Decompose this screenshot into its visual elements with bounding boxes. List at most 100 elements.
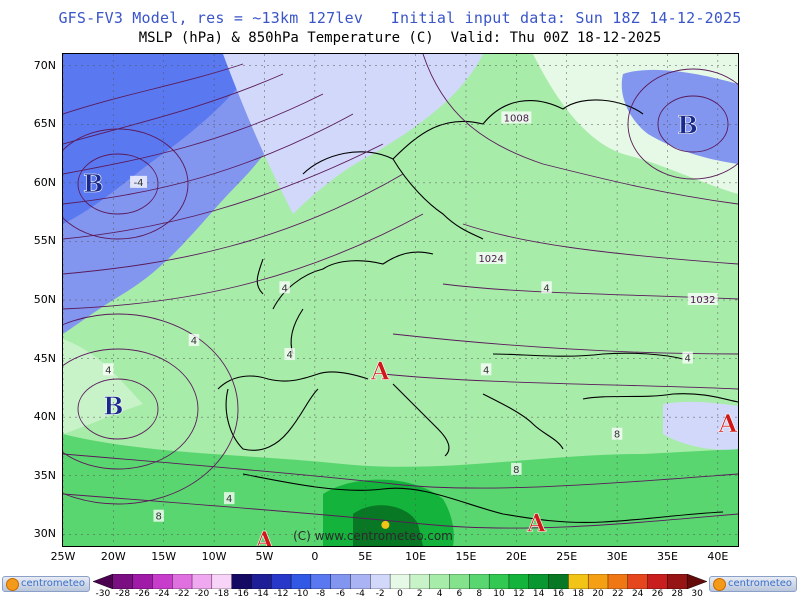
colorbar-swatch [370, 574, 391, 589]
map-title-line-2: MSLP (hPa) & 850hPa Temperature (C) Vali… [138, 30, 662, 46]
isobar-label-background [687, 293, 718, 305]
temperature-label: 4 [286, 350, 292, 361]
colorbar-tick-label: 0 [397, 589, 403, 599]
colorbar-tick-label: 22 [612, 589, 624, 599]
colorbar-tick-label: 30 [691, 589, 703, 599]
colorbar-swatch [290, 574, 312, 589]
temperature-label-background [511, 462, 522, 475]
colorbar-swatch [667, 574, 688, 589]
cool-zone-turkey [663, 401, 738, 450]
colorbar-tick-label: 26 [651, 589, 664, 599]
coastlines [217, 99, 738, 523]
colorbar-tick-label: -6 [336, 589, 346, 599]
colorbar-swatch [647, 574, 669, 589]
colorbar-tick-label: 28 [671, 589, 683, 599]
colorbar-tick-label: -12 [273, 589, 289, 599]
colorbar-tick-label: -10 [293, 589, 309, 599]
colorbar-tick-label: -24 [154, 589, 170, 599]
latitude-label: 60N [33, 175, 56, 189]
colorbar-swatch [389, 574, 411, 589]
colorbar-swatch [449, 574, 471, 589]
colorbar-swatch [607, 574, 629, 589]
longitude-label: 10E [405, 550, 427, 563]
colorbar-tick-label: 8 [476, 589, 483, 599]
low-pressure-center: B [677, 110, 697, 139]
longitude-label: 25W [50, 550, 76, 563]
colorbar-tick-label: 10 [493, 589, 505, 599]
latitude-label: 45N [33, 351, 56, 365]
colorbar-swatch [469, 574, 490, 589]
longitude-label: 15E [455, 550, 477, 563]
colorbar-swatch [528, 574, 550, 589]
weather-map[interactable]: 1008 1024 1032 -4 4 4 4 4 4 4 4 8 8 8 4 B B B A A A A (C) ww… [62, 53, 739, 547]
latitude-label: 30N [33, 527, 56, 541]
latitude-label: 50N [33, 293, 56, 306]
colorbar-tick-label: -22 [174, 589, 190, 599]
colorbar-swatch [409, 574, 431, 589]
watermark-text: (C) www.centrometeo.com [293, 529, 453, 543]
centrometeo-logo-left: centrometeo [2, 576, 90, 592]
isobar-label-background [476, 252, 507, 264]
longitude-label: 5W [255, 550, 274, 563]
map-labels-layer: 1008 1024 1032 -4 4 4 4 4 4 4 4 8 8 8 4 [103, 111, 718, 523]
isobar-label: 1024 [478, 254, 503, 265]
high-pressure-center: A [254, 526, 274, 546]
longitude-label: 30E [606, 550, 628, 563]
temperature-label-background [284, 348, 295, 361]
colorbar-tick-label: -28 [115, 589, 131, 599]
colorbar-swatch [488, 574, 510, 589]
longitude-label: 40E [707, 550, 729, 563]
isobar-label: 1032 [690, 295, 715, 306]
temperature-label: 4 [483, 365, 489, 376]
cold-air-zone-north [223, 54, 483, 214]
colorbar-tick-label: 12 [513, 589, 525, 599]
pressure-centers-layer: B B B A A A A [83, 110, 738, 546]
temperature-label: 8 [614, 430, 620, 441]
longitude-label: 5E [358, 550, 373, 563]
temperature-label-background [279, 281, 290, 294]
colorbar-tick-label: -16 [234, 589, 249, 599]
colorbar-tick-label: 24 [631, 589, 644, 599]
temperature-label: 8 [156, 512, 162, 523]
longitude-label: 10W [201, 550, 227, 563]
temperature-label-background [682, 351, 693, 364]
latitude-label: 40N [33, 410, 56, 424]
colorbar-tick-label: 18 [572, 589, 584, 599]
temperature-label: 8 [513, 465, 519, 476]
longitude-label: 0 [311, 550, 319, 563]
colorbar-tick-label: 2 [416, 589, 423, 599]
high-pressure-center: A [718, 409, 738, 438]
colorbar-tick-label: -18 [214, 589, 230, 599]
low-pressure-center: B [83, 169, 103, 198]
colorbar-tick-label: -8 [316, 589, 326, 599]
weather-map-canvas: 1008 1024 1032 -4 4 4 4 4 4 4 4 8 8 8 4 B B B A A A A (C) ww… [63, 54, 738, 546]
temperature-label: 4 [684, 354, 690, 365]
temperature-label-background [480, 363, 492, 376]
cold-air-zone-east [621, 69, 738, 164]
mild-zone-west [63, 339, 143, 434]
temperature-label: 4 [226, 494, 232, 505]
colorbar-swatch [429, 574, 451, 589]
colorbar-swatch [93, 574, 114, 589]
temperature-colorbar [93, 574, 707, 589]
colorbar-tick-label: -30 [95, 589, 111, 599]
colorbar-swatch [271, 574, 292, 589]
high-pressure-center: A [526, 509, 546, 538]
map-title-line-1: GFS-FV3 Model, res = ~13km 127lev Initia… [58, 9, 742, 27]
temperature-label-background [130, 175, 148, 188]
colorbar-swatch [132, 574, 154, 589]
temperature-label: 4 [543, 283, 549, 294]
colorbar-swatch [310, 574, 332, 589]
temperature-label: 4 [281, 283, 287, 294]
colorbar-swatch [627, 574, 649, 589]
temperature-label: -4 [134, 178, 144, 189]
colorbar-row: centrometeo -30 -28 -26 -24 -22 -20 -18 -16 -14-… [0, 573, 800, 600]
temperature-label-background [188, 334, 200, 346]
logo-ring-icon [713, 578, 726, 591]
colorbar-swatch [211, 574, 233, 589]
latitude-label: 70N [33, 58, 56, 72]
colorbar-tick-label: 16 [552, 589, 565, 599]
high-pressure-center: A [370, 356, 390, 385]
latitude-label: 35N [33, 468, 56, 482]
latitude-label: 65N [33, 117, 56, 131]
